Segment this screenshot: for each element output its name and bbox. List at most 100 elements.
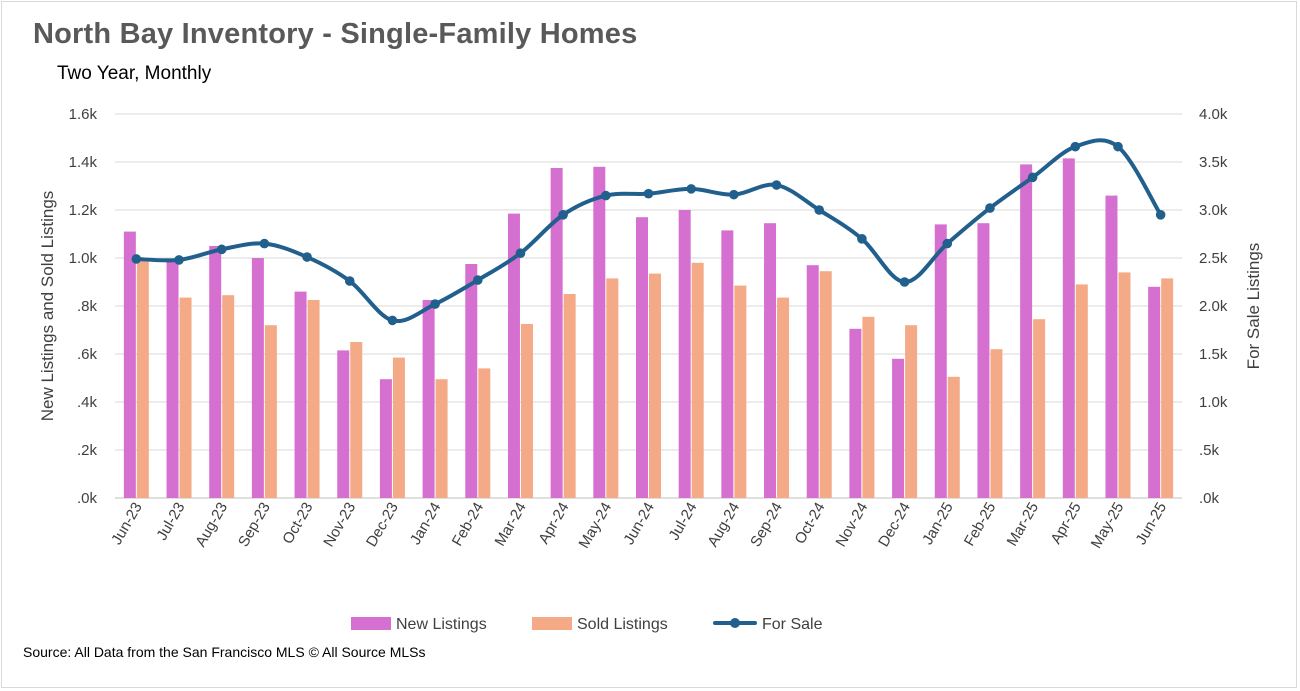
bar-new-listings (465, 264, 478, 498)
left-tick-label: 1.0k (69, 250, 98, 267)
bar-new-listings (550, 168, 563, 498)
bar-new-listings (678, 210, 691, 498)
left-tick-label: 1.6k (69, 106, 98, 123)
bar-new-listings (251, 258, 264, 498)
x-tick-label: Aug-24 (704, 500, 743, 550)
for-sale-point (430, 299, 440, 309)
for-sale-point (515, 248, 526, 258)
for-sale-point (899, 277, 910, 287)
legend-marker-for-sale (730, 618, 740, 628)
axes: .0k .2k .4k .6k .8k 1.0k 1.2k 1.4k 1.6k .0k .5k 1.0… (69, 106, 1228, 551)
bar-sold-listings (307, 300, 320, 498)
bar-sold-listings (734, 285, 747, 498)
left-tick-label: .8k (77, 298, 98, 315)
x-tick-label: Aug-23 (192, 500, 231, 550)
left-tick-label: .4k (77, 394, 98, 411)
x-tick-label: May-25 (1088, 500, 1128, 552)
bar-new-listings (337, 350, 350, 498)
right-tick-label: 1.0k (1199, 394, 1228, 411)
bar-sold-listings (264, 325, 277, 498)
x-tick-label: Oct-24 (791, 500, 828, 547)
right-tick-label: 2.0k (1199, 298, 1228, 315)
x-tick-label: Jan-24 (407, 500, 445, 548)
x-tick-label: May-24 (576, 500, 616, 552)
bar-sold-listings (1075, 284, 1088, 498)
bar-new-listings (977, 223, 990, 498)
for-sale-point (174, 255, 184, 265)
for-sale-point (558, 210, 568, 220)
bars (123, 158, 1174, 499)
bar-sold-listings (862, 316, 875, 498)
x-tick-label: Apr-24 (535, 500, 572, 547)
bar-new-listings (209, 246, 222, 498)
x-tick-label: Feb-25 (961, 499, 999, 549)
bar-new-listings (806, 265, 819, 498)
left-tick-label: 1.2k (69, 202, 98, 219)
bar-new-listings (1148, 286, 1161, 498)
bar-sold-listings (392, 357, 405, 498)
bar-sold-listings (606, 278, 619, 498)
bar-sold-listings (563, 294, 576, 498)
for-sale-line (131, 138, 1166, 326)
bar-new-listings (1105, 195, 1118, 498)
for-sale-point (131, 254, 142, 264)
for-sale-point (1070, 141, 1081, 152)
x-tick-label: Oct-23 (279, 500, 316, 547)
bar-new-listings (636, 217, 648, 498)
bar-new-listings (1062, 158, 1075, 498)
bar-sold-listings (819, 271, 832, 498)
legend-swatch-new-listings (351, 617, 391, 630)
bar-sold-listings (435, 379, 448, 498)
left-axis-title: New Listings and Sold Listings (38, 191, 57, 422)
right-axis-title: For Sale Listings (1244, 243, 1263, 370)
bar-new-listings (422, 300, 435, 498)
for-sale-point (387, 315, 398, 326)
bar-sold-listings (478, 368, 491, 498)
bar-new-listings (294, 291, 307, 498)
bar-new-listings (934, 224, 947, 498)
right-tick-label: 4.0k (1199, 106, 1228, 123)
bar-sold-listings (222, 295, 235, 498)
bar-sold-listings (350, 342, 363, 498)
for-sale-point (857, 234, 867, 244)
x-tick-label: Nov-23 (320, 500, 359, 550)
for-sale-point (942, 238, 953, 249)
for-sale-point (771, 180, 782, 190)
bar-new-listings (123, 231, 136, 498)
x-tick-label: Dec-23 (363, 500, 402, 550)
chart-subtitle: Two Year, Monthly (57, 63, 212, 84)
for-sale-point (344, 276, 355, 286)
for-sale-point (1113, 141, 1123, 152)
bar-sold-listings (649, 273, 661, 498)
x-tick-label: Jun-23 (108, 500, 146, 548)
legend-label-for-sale: For Sale (762, 616, 823, 633)
for-sale-point (643, 188, 654, 199)
bar-sold-listings (691, 262, 704, 498)
for-sale-point (729, 189, 739, 200)
bar-sold-listings (136, 259, 149, 498)
for-sale-point (259, 238, 270, 249)
bar-new-listings (166, 260, 179, 498)
x-tick-label: Jan-25 (919, 500, 957, 548)
legend: New Listings Sold Listings For Sale (351, 616, 823, 633)
for-sale-point (1027, 172, 1038, 183)
bar-new-listings (379, 379, 392, 498)
x-tick-label: Jun-24 (620, 500, 658, 548)
x-tick-label: Sep-24 (747, 500, 786, 550)
left-tick-label: 1.4k (69, 154, 98, 171)
bar-sold-listings (1033, 319, 1046, 498)
bar-sold-listings (990, 349, 1003, 498)
left-tick-label: .6k (77, 346, 98, 363)
x-tick-label: Jul-24 (665, 500, 700, 544)
x-tick-label: Jun-25 (1132, 500, 1170, 548)
x-tick-label: Apr-25 (1048, 500, 1085, 547)
bar-sold-listings (905, 325, 918, 498)
source-note: Source: All Data from the San Francisco … (23, 644, 426, 660)
bar-sold-listings (179, 297, 192, 498)
right-tick-label: .5k (1199, 442, 1220, 459)
legend-swatch-sold-listings (532, 617, 572, 630)
x-tick-label: Dec-24 (875, 500, 914, 550)
bar-new-listings (593, 166, 606, 499)
bar-sold-listings (947, 376, 960, 498)
